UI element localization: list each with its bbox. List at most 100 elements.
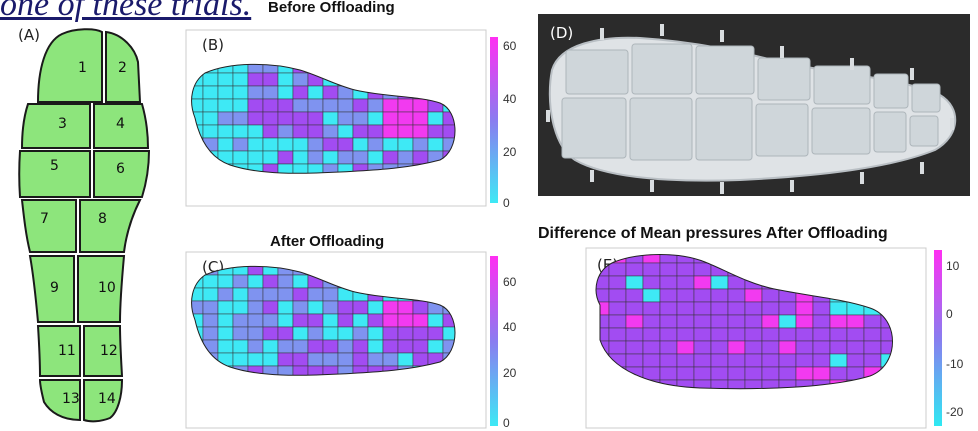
heat-cell: [397, 111, 414, 126]
heat-cell: [625, 327, 644, 342]
zone-label-8: 8: [98, 211, 107, 227]
heat-cell: [659, 262, 678, 277]
heat-cell: [277, 274, 294, 289]
heat-cell: [608, 301, 627, 316]
heat-cell: [382, 98, 399, 113]
heat-cell: [367, 300, 384, 315]
heat-cell: [262, 313, 279, 328]
heat-cell: [676, 288, 695, 303]
insole-segment: [561, 97, 627, 159]
heat-cell: [232, 85, 249, 100]
heat-cell: [262, 150, 279, 165]
heat-cell: [710, 275, 729, 290]
heat-cell: [397, 339, 414, 354]
heat-cell: [217, 98, 234, 113]
heat-cell: [307, 124, 324, 139]
cbar-c-tick-20: 20: [503, 366, 517, 380]
heat-cell: [337, 111, 354, 126]
heat-cell: [277, 352, 294, 367]
heat-cell: [625, 275, 644, 290]
heat-cell: [412, 326, 429, 341]
heat-cell: [232, 150, 249, 165]
heat-cell: [412, 111, 429, 126]
heat-cell: [277, 313, 294, 328]
heat-cell: [277, 300, 294, 315]
heat-cell: [863, 327, 882, 342]
panel-e: Difference of Mean pressures After Offlo…: [538, 225, 964, 429]
heat-cell: [307, 339, 324, 354]
heat-cell: [846, 340, 865, 355]
heat-cell: [217, 313, 234, 328]
heat-cell: [761, 288, 780, 303]
heat-cell: [795, 327, 814, 342]
zone-11: [36, 325, 81, 377]
insole-tab: [860, 172, 864, 184]
heat-cell: [337, 124, 354, 139]
heat-cell: [693, 275, 712, 290]
heat-cell: [367, 150, 384, 165]
heat-cell: [397, 326, 414, 341]
heat-cell: [322, 326, 339, 341]
heat-cell: [322, 339, 339, 354]
heat-cell: [642, 301, 661, 316]
heat-cell: [307, 300, 324, 315]
insole-tab: [780, 46, 784, 58]
heat-cell: [761, 353, 780, 368]
heat-cell: [307, 150, 324, 165]
heatmap-after: [191, 266, 456, 376]
heat-cell: [710, 366, 729, 381]
heat-cell: [795, 301, 814, 316]
heat-cell: [382, 339, 399, 354]
insole-tab: [600, 28, 604, 40]
zone-label-6: 6: [116, 161, 125, 177]
heat-cell: [642, 275, 661, 290]
heat-cell: [292, 137, 309, 152]
heat-cell: [778, 366, 797, 381]
heat-cell: [412, 150, 429, 165]
heat-cell: [761, 340, 780, 355]
panel-d: (D): [538, 14, 970, 196]
heat-cell: [322, 137, 339, 152]
header-text: one of these trials.: [0, 0, 252, 23]
heat-cell: [829, 366, 848, 381]
heat-cell: [744, 353, 763, 368]
heat-cell: [202, 98, 219, 113]
heat-cell: [397, 98, 414, 113]
heat-cell: [247, 124, 264, 139]
heat-cell: [829, 314, 848, 329]
insole-tab: [546, 110, 550, 122]
heat-cell: [307, 287, 324, 302]
panel-c: After Offloading (C) 60 40 20 0: [185, 233, 517, 430]
heat-cell: [232, 339, 249, 354]
zone-label-11: 11: [58, 343, 76, 359]
heat-cell: [829, 340, 848, 355]
heat-cell: [322, 352, 339, 367]
heat-cell: [322, 287, 339, 302]
heat-cell: [642, 353, 661, 368]
colorbar-difference: [934, 250, 942, 426]
insole-photo: [546, 24, 957, 194]
heat-cell: [693, 327, 712, 342]
heat-cell: [307, 313, 324, 328]
insole-segment: [757, 57, 811, 101]
heat-cell: [427, 326, 444, 341]
heat-cell: [232, 111, 249, 126]
heat-cell: [277, 287, 294, 302]
heat-cell: [829, 301, 848, 316]
heat-cell: [642, 366, 661, 381]
heat-cell: [247, 352, 264, 367]
heat-cell: [247, 72, 264, 87]
heat-cell: [659, 353, 678, 368]
zone-label-13: 13: [62, 391, 80, 407]
heat-cell: [247, 274, 264, 289]
heat-cell: [382, 137, 399, 152]
zone-label-10: 10: [98, 280, 116, 296]
heat-cell: [217, 339, 234, 354]
heat-cell: [727, 340, 746, 355]
zone-label-7: 7: [40, 211, 49, 227]
heat-cell: [232, 326, 249, 341]
foot-outline-after: [191, 265, 456, 376]
heat-cell: [262, 98, 279, 113]
heat-cell: [337, 98, 354, 113]
